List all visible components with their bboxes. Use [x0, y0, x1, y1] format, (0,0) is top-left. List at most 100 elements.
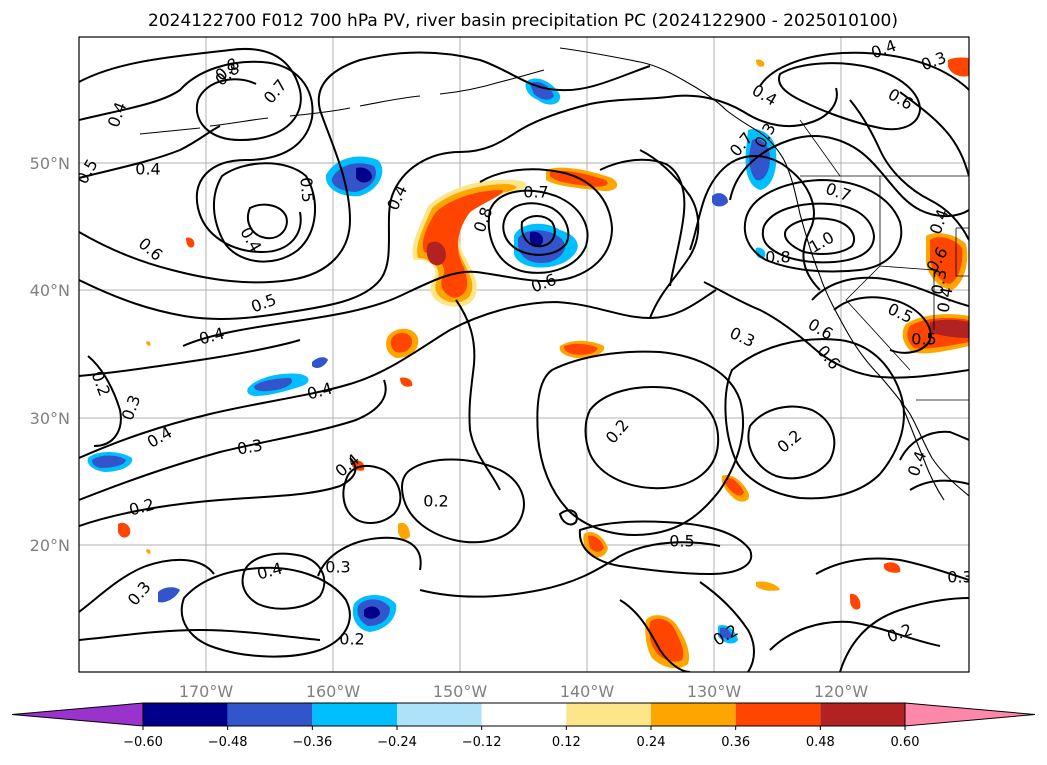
- contour-label: 0.4: [135, 160, 160, 179]
- blue-patch: [254, 378, 293, 392]
- contour-label: 0.7: [523, 183, 548, 202]
- pv-contour: [419, 541, 721, 598]
- lat-tick-label: 20°N: [30, 536, 70, 555]
- lat-tick-label: 40°N: [30, 281, 70, 300]
- pv-contour: [675, 87, 838, 128]
- pv-contour: [724, 338, 905, 500]
- state-boundary: [845, 176, 935, 371]
- pv-contour: [79, 289, 717, 459]
- red-patch: [398, 522, 410, 540]
- blue-patch: [720, 627, 732, 639]
- red-patch: [725, 477, 744, 496]
- pv-contours: [79, 47, 969, 672]
- red-patch: [930, 319, 969, 338]
- blue-patch: [312, 357, 328, 368]
- pv-contour: [849, 99, 969, 241]
- contour-label: 0.8: [765, 248, 790, 267]
- contour-label: 0.3: [325, 558, 350, 577]
- red-patch: [146, 341, 151, 346]
- pv-contour: [558, 509, 578, 526]
- pv-contour: [619, 599, 691, 672]
- colorbar-tick-label: −0.24: [377, 735, 417, 750]
- colorbar-tick-label: −0.48: [208, 735, 248, 750]
- lon-tick-label: 150°W: [433, 682, 488, 701]
- pv-contour: [699, 581, 755, 672]
- na-west-coastline: [783, 159, 969, 497]
- map-panel: 0.80.70.40.40.50.50.40.60.4 0.70.80.60.50…: [78, 36, 970, 673]
- red-patch: [146, 549, 151, 554]
- pv-contour: [79, 379, 387, 501]
- colorbar-extend-max: [904, 702, 1036, 727]
- red-patch: [588, 535, 604, 552]
- red-patch: [930, 237, 963, 284]
- longitude-ticks: 170°W 160°W 150°W 140°W 130°W 120°W: [179, 682, 869, 701]
- pv-contour: [79, 457, 357, 527]
- pv-contour: [342, 464, 402, 524]
- blue-patch: [364, 606, 380, 619]
- colorbar-frame: [142, 702, 906, 727]
- pv-contour: [689, 155, 821, 291]
- pv-contour: [815, 557, 969, 581]
- lat-tick-label: 50°N: [30, 154, 70, 173]
- pv-contour: [182, 168, 614, 347]
- map-title: 2024122700 F012 700 hPa PV, river basin …: [148, 11, 898, 31]
- alaska-coastline: [559, 47, 785, 161]
- red-patch: [756, 581, 780, 591]
- colorbar-bin: [651, 703, 736, 726]
- blue-patch: [92, 455, 126, 468]
- contour-label: 0.2: [339, 630, 364, 649]
- pv-contour: [909, 479, 969, 491]
- colorbar-bin: [481, 703, 567, 726]
- red-patch: [564, 343, 598, 355]
- state-boundary: [955, 227, 969, 277]
- colorbar: −0.60 −0.48 −0.36 −0.24 −0.12 0.12 0.24 0.36 0.4…: [11, 702, 1036, 750]
- pv-contour: [79, 339, 301, 377]
- colorbar-bin: [312, 703, 397, 726]
- pv-contour: [743, 178, 903, 273]
- contour-label: 0.5: [296, 176, 317, 203]
- pv-contour: [584, 386, 720, 490]
- lon-tick-label: 130°W: [687, 682, 742, 701]
- red-patch: [186, 237, 195, 248]
- pv-contour: [747, 405, 836, 480]
- colorbar-bin: [227, 703, 313, 726]
- colorbar-bin: [566, 703, 651, 726]
- pv-contour: [769, 620, 941, 651]
- pv-contour: [761, 202, 876, 264]
- pv-contour: [703, 281, 969, 379]
- pv-contour: [487, 189, 589, 274]
- colorbar-bin: [397, 703, 482, 726]
- colorbar-tick-label: 0.60: [891, 735, 920, 750]
- colorbar-bin: [143, 703, 228, 726]
- pv-contour: [317, 536, 422, 577]
- pv-contour: [729, 135, 969, 217]
- red-patch: [850, 593, 861, 610]
- blue-patch: [529, 231, 544, 246]
- pv-contour: [833, 296, 932, 354]
- pv-contour: [899, 91, 969, 177]
- blue-patch: [356, 167, 372, 183]
- baja-coastline: [899, 399, 945, 501]
- aleutian-islands: [139, 95, 421, 135]
- pv-contour: [536, 350, 744, 536]
- colorbar-tick-label: 0.48: [806, 735, 835, 750]
- lon-tick-label: 160°W: [306, 682, 361, 701]
- colorbar-tick-label: −0.36: [292, 735, 332, 750]
- pv-contour: [599, 158, 686, 287]
- red-patch: [426, 241, 446, 266]
- contour-label: 0.2: [423, 492, 448, 511]
- red-patch: [884, 562, 901, 573]
- pv-contour: [79, 628, 321, 641]
- contour-label: 0.3: [927, 268, 950, 296]
- pv-contour: [455, 299, 501, 491]
- aleutian-islands: [439, 69, 545, 95]
- colorbar-tick-label: 0.12: [552, 735, 581, 750]
- lon-tick-label: 170°W: [179, 682, 234, 701]
- red-patch: [948, 57, 969, 77]
- pv-contour: [520, 215, 556, 248]
- pv-contour: [578, 520, 753, 576]
- lon-tick-label: 140°W: [560, 682, 615, 701]
- lat-tick-label: 30°N: [30, 409, 70, 428]
- graticule: [79, 37, 969, 672]
